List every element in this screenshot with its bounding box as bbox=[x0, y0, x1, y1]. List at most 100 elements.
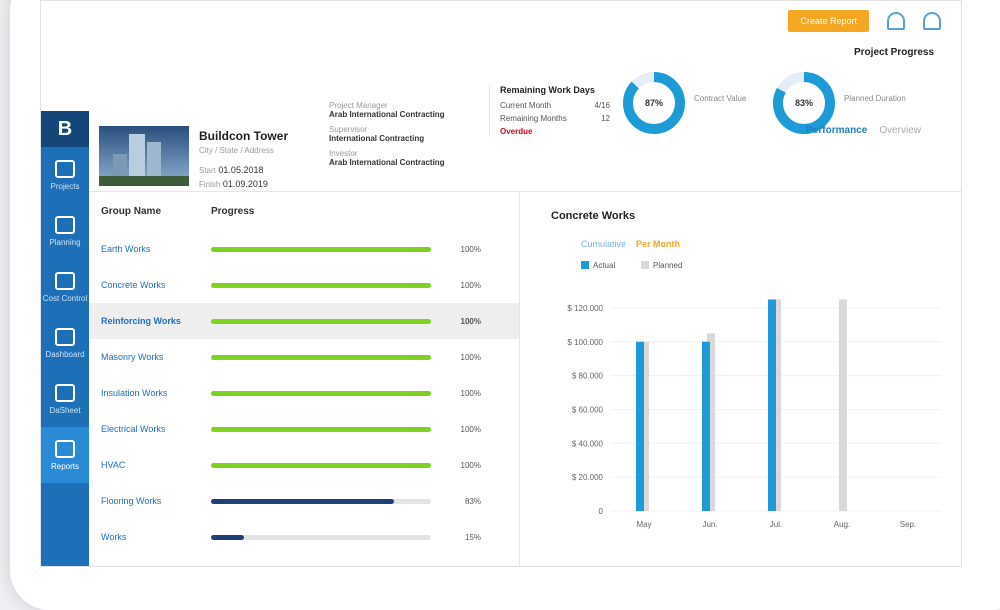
tabs: Performance Overview bbox=[806, 125, 921, 136]
bar bbox=[839, 299, 847, 511]
progress-track bbox=[211, 498, 431, 504]
group-row[interactable]: Masonry Works 100% bbox=[89, 339, 519, 375]
group-name: Electrical Works bbox=[101, 424, 166, 434]
role-title: Investor bbox=[329, 149, 358, 158]
role-title: Project Manager bbox=[329, 101, 388, 110]
legend-swatch bbox=[641, 261, 649, 269]
remaining-label: Current Month bbox=[500, 101, 552, 110]
top-bar: Create Report bbox=[89, 1, 961, 41]
group-name: Earth Works bbox=[101, 244, 151, 254]
project-image bbox=[99, 126, 189, 186]
sidebar-label: Dashboard bbox=[45, 349, 85, 359]
role-name: Arab International Contracting bbox=[329, 110, 445, 119]
progress-track bbox=[211, 462, 431, 468]
sidebar-label: Reports bbox=[50, 461, 79, 471]
group-name: HVAC bbox=[101, 460, 126, 470]
progress-bar bbox=[211, 498, 394, 504]
sidebar-item[interactable]: DaSheet bbox=[41, 371, 89, 427]
sidebar-icon bbox=[55, 439, 75, 458]
tablet: Create Report Buildcon Tower City / Stat… bbox=[10, 0, 1000, 610]
bar bbox=[773, 299, 781, 511]
sidebar-label: Cost Control bbox=[42, 293, 88, 303]
group-row[interactable]: Flooring Works 83% bbox=[89, 483, 519, 519]
progress-track bbox=[211, 534, 431, 540]
project-details: Buildcon Tower City / State / Address St… bbox=[199, 129, 288, 189]
progress-track bbox=[211, 282, 431, 288]
y-tick-label: $ 100.000 bbox=[567, 338, 603, 347]
sidebar-label: Projects bbox=[50, 181, 80, 191]
remaining-value: 4/16 bbox=[594, 101, 610, 110]
sidebar-item[interactable]: Cost Control bbox=[41, 259, 89, 315]
donut-arc bbox=[773, 72, 835, 134]
group-row[interactable]: Electrical Works 100% bbox=[89, 411, 519, 447]
create-report-button[interactable]: Create Report bbox=[788, 10, 869, 32]
progress-header: Progress bbox=[211, 205, 255, 217]
sidebar-item[interactable]: Dashboard bbox=[41, 315, 89, 371]
sidebar-item[interactable]: Planning bbox=[41, 203, 89, 259]
sidebar-label: Planning bbox=[49, 237, 81, 247]
progress-label: 100% bbox=[460, 280, 481, 290]
x-tick-label: Aug. bbox=[834, 520, 850, 529]
group-name: Flooring Works bbox=[101, 496, 162, 506]
progress-track bbox=[211, 246, 431, 252]
progress-label: 15% bbox=[464, 532, 481, 542]
bar bbox=[641, 341, 649, 511]
y-tick-label: $ 20.000 bbox=[572, 473, 604, 482]
progress-label: 100% bbox=[460, 388, 481, 398]
group-row[interactable]: Insulation Works 100% bbox=[89, 375, 519, 411]
toggle[interactable]: Cumulative bbox=[581, 239, 626, 249]
progress-label: 100% bbox=[460, 316, 481, 326]
project-progress: Project Progress 87% Contract Value 83% Pla… bbox=[623, 47, 934, 134]
remaining-row: Remaining Months 12 bbox=[500, 114, 610, 123]
user-icon[interactable] bbox=[923, 12, 941, 30]
x-tick-label: Sep. bbox=[900, 520, 916, 529]
legend-label: Planned bbox=[653, 261, 682, 270]
group-name: Masonry Works bbox=[101, 352, 164, 362]
group-row[interactable]: Reinforcing Works 100% bbox=[89, 303, 519, 339]
group-name: Insulation Works bbox=[101, 388, 168, 398]
x-tick-label: Jul. bbox=[770, 520, 782, 529]
tab[interactable]: Overview bbox=[879, 125, 921, 136]
group-row[interactable]: Works 15% bbox=[89, 519, 519, 555]
group-name: Concrete Works bbox=[101, 280, 166, 290]
remaining-title: Remaining Work Days bbox=[500, 85, 595, 95]
notification-icon[interactable] bbox=[887, 12, 905, 30]
donut-caption: Contract Value bbox=[694, 94, 747, 103]
logo: B bbox=[41, 111, 89, 147]
chart: Concrete Works Cumulative Per Month Actu… bbox=[551, 210, 941, 529]
group-name: Reinforcing Works bbox=[101, 316, 181, 326]
group-row[interactable]: Concrete Works 100% bbox=[89, 267, 519, 303]
progress-bar bbox=[211, 426, 431, 432]
progress-bar bbox=[211, 246, 431, 252]
progress-track bbox=[211, 390, 431, 396]
legend-label: Actual bbox=[593, 261, 615, 270]
donut-label: 87% bbox=[645, 98, 663, 108]
project-name: Buildcon Tower bbox=[199, 129, 289, 143]
finish-label: Finish bbox=[199, 180, 221, 189]
progress-label: 100% bbox=[460, 244, 481, 254]
donut-caption: Planned Duration bbox=[844, 94, 906, 103]
tab[interactable]: Performance bbox=[806, 125, 868, 136]
progress-track bbox=[211, 426, 431, 432]
group-row[interactable]: HVAC 100% bbox=[89, 447, 519, 483]
progress-label: 100% bbox=[460, 424, 481, 434]
progress-title: Project Progress bbox=[854, 47, 934, 58]
y-tick-label: $ 120.000 bbox=[567, 304, 603, 313]
toggle[interactable]: Per Month bbox=[636, 239, 680, 249]
chart-title: Concrete Works bbox=[551, 210, 635, 222]
progress-track bbox=[211, 318, 431, 324]
progress-bar bbox=[211, 354, 431, 360]
sidebar-icon bbox=[55, 327, 75, 346]
overdue: Overdue bbox=[500, 127, 533, 136]
legend-swatch bbox=[581, 261, 589, 269]
sidebar-item[interactable]: Reports bbox=[41, 427, 89, 483]
group-name-header: Group Name bbox=[101, 205, 162, 217]
y-tick-label: $ 40.000 bbox=[572, 439, 604, 448]
sidebar-item[interactable]: Projects bbox=[41, 147, 89, 203]
progress-bar bbox=[211, 282, 431, 288]
roles: Project Manager Arab International Contra… bbox=[329, 101, 445, 173]
group-row[interactable]: Earth Works 100% bbox=[89, 231, 519, 267]
sidebar-icon bbox=[55, 271, 75, 290]
donut-arc bbox=[623, 72, 685, 134]
sidebar-icon bbox=[55, 383, 75, 402]
